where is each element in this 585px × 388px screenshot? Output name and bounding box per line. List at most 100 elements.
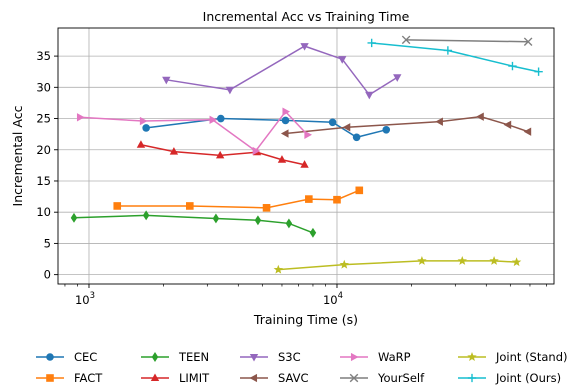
legend-label: FACT bbox=[74, 371, 103, 385]
legend-marker bbox=[467, 352, 477, 361]
legend-item-limit: LIMIT bbox=[141, 371, 210, 385]
series-line-limit bbox=[140, 144, 305, 166]
legend-item-warp: WaRP bbox=[340, 350, 411, 364]
data-point-cec bbox=[281, 116, 290, 125]
legend-item-fact: FACT bbox=[36, 371, 103, 385]
chart-title: Incremental Acc vs Training Time bbox=[203, 9, 410, 24]
data-point-joint-ours bbox=[508, 61, 517, 71]
series-teen bbox=[70, 210, 317, 238]
data-point-cec bbox=[328, 118, 337, 127]
legend-marker bbox=[151, 352, 159, 362]
legend-marker bbox=[350, 352, 359, 362]
data-point-teen bbox=[142, 210, 150, 221]
data-point-yourself bbox=[523, 37, 533, 47]
series-line-s3c bbox=[166, 45, 398, 96]
legend-marker bbox=[249, 373, 258, 383]
legend-item-teen: TEEN bbox=[141, 350, 209, 364]
series-joint-ours bbox=[367, 38, 543, 76]
data-point-yourself bbox=[401, 35, 411, 45]
series-line-teen bbox=[73, 214, 314, 234]
data-point-limit bbox=[169, 147, 179, 155]
legend: CEC FACT TEEN LIMIT S3C SAVC WaRP YourSelf Joint… bbox=[36, 350, 568, 385]
data-point-s3c bbox=[393, 74, 402, 82]
data-point-savc bbox=[435, 117, 443, 126]
series-line-savc bbox=[285, 115, 529, 135]
data-point-fact bbox=[305, 195, 313, 203]
data-point-joint-stand bbox=[489, 255, 499, 265]
series-savc bbox=[280, 112, 532, 138]
data-point-s3c bbox=[365, 91, 374, 100]
data-point-limit bbox=[136, 140, 146, 148]
data-point-warp bbox=[209, 115, 218, 124]
data-point-teen bbox=[254, 215, 262, 226]
legend-label: CEC bbox=[74, 350, 97, 364]
series-line-yourself bbox=[406, 39, 529, 43]
data-point-s3c bbox=[162, 76, 171, 85]
legend-item-cec: CEC bbox=[36, 350, 97, 364]
y-tick-label: 25 bbox=[36, 112, 51, 126]
data-point-teen bbox=[309, 227, 317, 238]
y-axis-label: Incremental Acc bbox=[10, 105, 25, 206]
data-point-joint-stand bbox=[511, 257, 522, 267]
data-point-joint-stand bbox=[417, 255, 427, 265]
x-tick-label: 103 bbox=[75, 291, 95, 307]
series-line-joint-stand bbox=[278, 260, 517, 271]
legend-item-s3c: S3C bbox=[240, 350, 301, 364]
series-line-joint-ours bbox=[371, 42, 539, 73]
plot-frame bbox=[57, 27, 555, 285]
data-point-s3c bbox=[300, 43, 309, 51]
y-tick-label: 0 bbox=[44, 268, 51, 282]
series-joint-stand bbox=[273, 255, 522, 274]
series-limit bbox=[136, 140, 309, 168]
y-tick-label: 20 bbox=[36, 143, 51, 157]
axes: 103 104 0 5 10 15 20 25 30 35 bbox=[36, 49, 547, 307]
legend-label: S3C bbox=[278, 350, 301, 364]
legend-label: WaRP bbox=[378, 350, 411, 364]
data-point-joint-stand bbox=[273, 264, 284, 274]
data-point-joint-ours bbox=[534, 67, 543, 76]
data-point-teen bbox=[285, 218, 293, 229]
y-tick-label: 15 bbox=[36, 174, 51, 188]
legend-item-yourself: YourSelf bbox=[340, 371, 425, 385]
legend-marker bbox=[46, 353, 54, 361]
data-point-fact bbox=[355, 186, 364, 195]
x-tick-label: 104 bbox=[323, 291, 343, 307]
x-axis-label: Training Time (s) bbox=[253, 312, 358, 327]
y-tick-label: 5 bbox=[44, 236, 51, 250]
data-point-s3c bbox=[338, 56, 347, 64]
data-point-joint-ours bbox=[443, 46, 453, 55]
data-point-cec bbox=[382, 125, 391, 134]
series-line-warp bbox=[79, 110, 308, 153]
data-point-joint-stand bbox=[457, 255, 467, 265]
data-point-fact bbox=[113, 202, 122, 210]
series-warp bbox=[76, 107, 312, 156]
grid-lines bbox=[58, 28, 554, 284]
legend-item-joint-ours: Joint (Ours) bbox=[458, 371, 561, 385]
legend-label: Joint (Ours) bbox=[495, 371, 561, 385]
data-point-savc bbox=[503, 120, 512, 129]
legend-label: SAVC bbox=[278, 371, 309, 385]
legend-marker bbox=[46, 374, 54, 382]
data-point-warp bbox=[282, 107, 291, 116]
data-point-warp bbox=[76, 113, 85, 122]
legend-label: YourSelf bbox=[377, 371, 425, 385]
data-point-cec bbox=[352, 133, 361, 142]
data-point-savc bbox=[342, 123, 351, 132]
legend-label: TEEN bbox=[178, 350, 209, 364]
y-tick-label: 30 bbox=[36, 80, 51, 94]
data-point-limit bbox=[300, 160, 309, 168]
data-point-fact bbox=[262, 204, 271, 212]
data-point-limit bbox=[277, 155, 287, 163]
series-line-fact bbox=[117, 189, 360, 209]
data-point-warp bbox=[139, 116, 148, 126]
data-point-teen bbox=[212, 213, 220, 224]
legend-marker bbox=[467, 373, 477, 383]
legend-label: LIMIT bbox=[179, 371, 210, 385]
y-tick-label: 35 bbox=[36, 49, 51, 63]
legend-item-savc: SAVC bbox=[240, 371, 309, 385]
data-point-savc bbox=[476, 112, 484, 121]
legend-marker bbox=[349, 373, 359, 383]
data-point-cec bbox=[216, 114, 225, 123]
data-point-cec bbox=[142, 124, 150, 132]
